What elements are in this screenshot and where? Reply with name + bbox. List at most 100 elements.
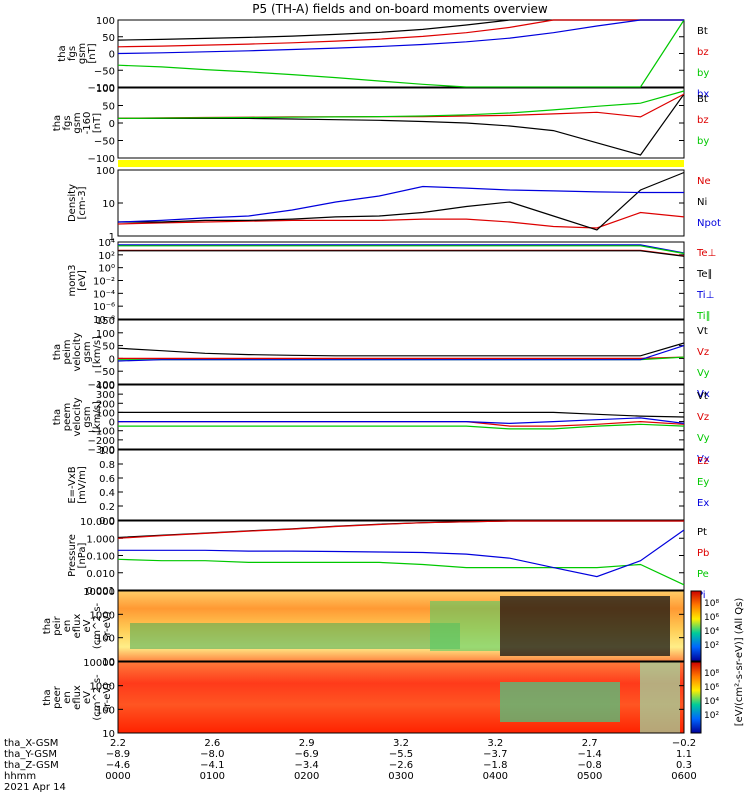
panel-pressure: 10.000 1.000 0.100 0.010 0.001 Pressure [nPa] P…: [67, 517, 709, 601]
y-tick-label: 0.8: [99, 460, 115, 471]
series-bz: [117, 19, 684, 48]
panel-e-vxb: 1.0 0.8 0.6 0.4 0.2 0.0 E=-VxB [mV/m] Ez Ey Ex: [67, 446, 709, 527]
x-row-value: −4.1: [200, 760, 224, 771]
panel-peer-eflux: 10000 1000 100 10 tha peer en eflux eV (cm^2-s-sr…: [42, 658, 685, 740]
series-by: [117, 90, 685, 119]
y-axis-label: tha: [52, 344, 63, 360]
y-tick-label: 150: [96, 316, 115, 327]
colorbar-upper: [690, 590, 702, 662]
series-Pi: [118, 529, 685, 578]
y-axis-label: Pressure: [67, 534, 78, 577]
y-tick-label: 50: [102, 342, 115, 353]
y-tick-label: 400: [96, 381, 115, 392]
y-tick-label: 1000: [90, 610, 115, 621]
y-tick-label: 1.000: [86, 534, 115, 545]
y-tick-label: 0: [109, 418, 115, 429]
y-axis-label: tha: [52, 409, 63, 425]
y-tick-label: 300: [96, 390, 115, 401]
panel-frame: [117, 319, 685, 385]
y-tick-label: −200: [88, 436, 115, 447]
legend-Vy: Vy: [697, 433, 710, 444]
y-axis-label: gsm: [82, 406, 93, 427]
x-row-value: 0400: [483, 771, 508, 782]
y-axis-label: velocity: [72, 397, 83, 436]
y-tick-label: −50: [94, 137, 115, 148]
series-Ni: [118, 171, 685, 231]
x-row-value: 2.6: [204, 738, 220, 749]
y-tick-label: 1.0: [99, 446, 115, 457]
legend-Vz: Vz: [697, 347, 709, 358]
legend-Ex: Ex: [697, 498, 709, 509]
y-tick-label: 10⁻²: [93, 277, 115, 288]
panel-frame: [117, 661, 685, 734]
y-axis-label: eV: [82, 691, 93, 704]
panel-frame: [117, 520, 685, 591]
x-row-value: 3.2: [393, 738, 409, 749]
y-tick-label: 10000: [83, 587, 115, 598]
y-tick-label: 100: [96, 705, 115, 716]
y-axis-label: tha: [52, 115, 63, 131]
y-tick-label: 0: [109, 354, 115, 365]
colorbar-tick-label: 10²: [704, 641, 719, 651]
colorbar: 10⁸ 10⁶ 10⁴ 10² 10⁸ 10⁶ 10⁴ 10² [eV/(cm²-s-sr-eV…: [690, 590, 745, 734]
legend-Pt: Pt: [697, 527, 707, 538]
y-tick-label: 100: [96, 634, 115, 645]
legend-Ez: Ez: [697, 456, 709, 467]
x-row-label: hhmm: [4, 771, 36, 782]
panel-frame: [117, 87, 685, 159]
x-row-value: 1.1: [676, 749, 692, 760]
series-Ti⊥: [118, 244, 685, 254]
colorbar-tick-label: 10⁴: [704, 697, 719, 707]
x-row-value: −3.7: [483, 749, 507, 760]
series-bx: [117, 19, 684, 55]
legend-Vz: Vz: [697, 412, 709, 423]
y-tick-label: −300: [88, 445, 115, 456]
y-tick-label: 0.100: [86, 552, 115, 563]
colorbar-label: [eV/(cm²-s-sr-eV)] (All Qs): [734, 598, 745, 727]
y-tick-label: 10⁻⁸: [93, 315, 115, 326]
x-row-value: −6.9: [295, 749, 319, 760]
spectrogram-green-region: [500, 682, 620, 722]
x-row-value: 0000: [105, 771, 130, 782]
y-axis-label: [eV]: [77, 270, 88, 291]
y-axis-label: fgs: [62, 115, 73, 130]
series-Ti∥: [118, 245, 685, 255]
y-tick-label: 10: [102, 199, 115, 210]
y-tick-label: 10: [102, 729, 115, 740]
y-tick-label: 1000: [90, 682, 115, 693]
legend-Ne: Ne: [697, 176, 711, 187]
y-axis-label: E=-VxB: [67, 466, 78, 503]
y-tick-label: 10: [102, 657, 115, 668]
x-row-label: tha_Y-GSM: [4, 749, 57, 760]
y-axis-label: [km/s]: [92, 401, 103, 433]
x-row-value: −1.4: [578, 749, 602, 760]
legend-by: by: [697, 68, 709, 79]
panel-fgs-gse: 100 50 0 −50 −100 tha fgs gsm -160 [nT] Bt bz by: [52, 84, 709, 165]
y-axis-label: eV: [82, 619, 93, 632]
x-row-label: tha_X-GSM: [4, 738, 58, 749]
x-row-value: 0.3: [676, 760, 692, 771]
y-tick-label: 50: [102, 33, 115, 44]
y-tick-label: 10⁻⁶: [93, 302, 115, 313]
y-axis-label: en: [62, 620, 73, 633]
x-row-value: 3.2: [487, 738, 503, 749]
y-tick-label: 0: [109, 119, 115, 130]
x-row-value: 0200: [294, 771, 319, 782]
y-axis-label: [cm-3]: [77, 186, 88, 219]
panel-frame: [117, 19, 685, 88]
y-axis-label: -160: [82, 112, 93, 135]
legend-Pb: Pb: [697, 548, 709, 559]
colorbar-tick-label: 10⁸: [704, 599, 719, 609]
x-row-value: 2.7: [582, 738, 598, 749]
spectrogram-band: [130, 623, 460, 649]
y-axis-label: (cm^2-s-: [92, 602, 103, 649]
y-tick-label: 0.010: [86, 569, 115, 580]
y-axis-label: eflux: [72, 685, 83, 710]
series-Vx: [118, 417, 685, 425]
colorbar-tick-label: 10²: [704, 711, 719, 721]
legend-Te∥: Te∥: [696, 269, 713, 280]
legend-Ni: Ni: [697, 197, 707, 208]
y-tick-label: 10⁰: [98, 264, 115, 275]
series-Vz: [118, 356, 685, 359]
